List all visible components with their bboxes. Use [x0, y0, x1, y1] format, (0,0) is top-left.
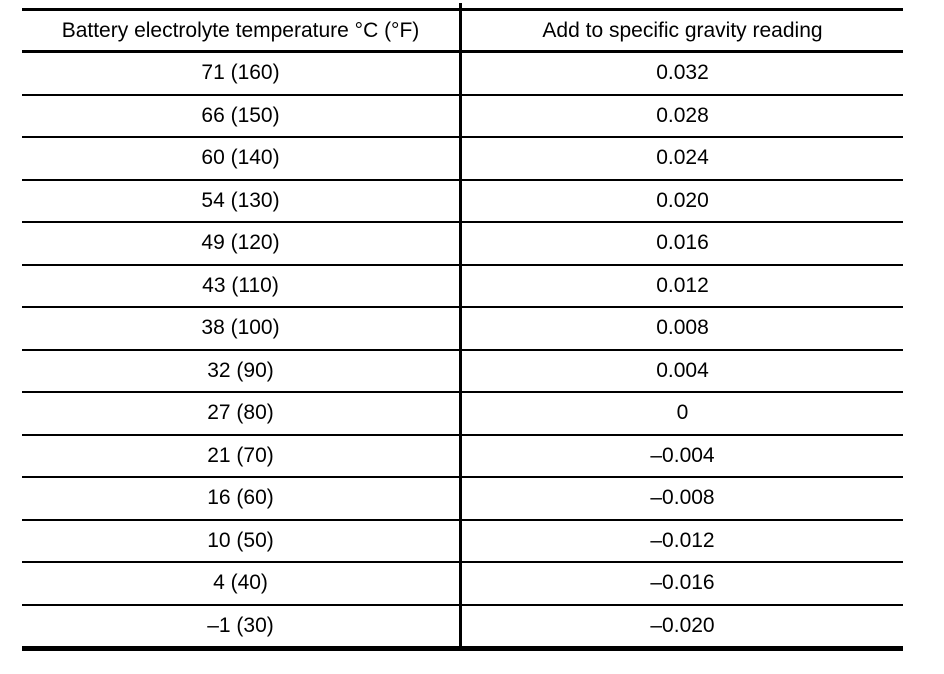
- correction-cell: 0.024: [460, 137, 903, 181]
- correction-cell: 0.032: [460, 51, 903, 96]
- table-header: Battery electrolyte temperature °C (°F) …: [22, 9, 903, 53]
- column-divider-stub: [459, 3, 462, 10]
- temperature-cell: 16 (60): [22, 477, 462, 521]
- correction-cell: 0.016: [460, 222, 903, 266]
- correction-cell: 0.008: [460, 307, 903, 351]
- header-row: Battery electrolyte temperature °C (°F) …: [22, 9, 903, 53]
- table-row: 32 (90) 0.004: [22, 349, 903, 393]
- temperature-cell: 60 (140): [22, 137, 462, 181]
- temperature-cell: 71 (160): [22, 51, 462, 96]
- correction-cell: –0.012: [460, 519, 903, 563]
- header-cell-temperature: Battery electrolyte temperature °C (°F): [22, 9, 462, 53]
- temperature-cell: –1 (30): [22, 604, 462, 650]
- table-row: 43 (110) 0.012: [22, 264, 903, 308]
- temperature-cell: 38 (100): [22, 307, 462, 351]
- table-row: 60 (140) 0.024: [22, 137, 903, 181]
- correction-cell: 0.012: [460, 264, 903, 308]
- correction-cell: 0.004: [460, 349, 903, 393]
- temperature-cell: 4 (40): [22, 562, 462, 606]
- table-row: 66 (150) 0.028: [22, 94, 903, 138]
- table-row: 38 (100) 0.008: [22, 307, 903, 351]
- temperature-cell: 49 (120): [22, 222, 462, 266]
- temperature-cell: 27 (80): [22, 392, 462, 436]
- table-row: 27 (80) 0: [22, 392, 903, 436]
- correction-cell: –0.004: [460, 434, 903, 478]
- correction-cell: 0: [460, 392, 903, 436]
- table-body: 71 (160) 0.032 66 (150) 0.028 60 (140) 0…: [22, 51, 903, 650]
- table-row: 4 (40) –0.016: [22, 562, 903, 606]
- table-row: 21 (70) –0.004: [22, 434, 903, 478]
- table-row: 54 (130) 0.020: [22, 179, 903, 223]
- temperature-cell: 21 (70): [22, 434, 462, 478]
- header-cell-gravity-correction: Add to specific gravity reading: [460, 9, 903, 53]
- correction-cell: –0.016: [460, 562, 903, 606]
- table-row: 49 (120) 0.016: [22, 222, 903, 266]
- table-row: 10 (50) –0.012: [22, 519, 903, 563]
- correction-cell: –0.008: [460, 477, 903, 521]
- correction-cell: 0.028: [460, 94, 903, 138]
- table-row: –1 (30) –0.020: [22, 604, 903, 650]
- temperature-cell: 54 (130): [22, 179, 462, 223]
- temperature-cell: 10 (50): [22, 519, 462, 563]
- correction-cell: –0.020: [460, 604, 903, 650]
- table-row: 71 (160) 0.032: [22, 51, 903, 96]
- temperature-cell: 66 (150): [22, 94, 462, 138]
- correction-cell: 0.020: [460, 179, 903, 223]
- temperature-cell: 43 (110): [22, 264, 462, 308]
- electrolyte-temperature-correction-table: Battery electrolyte temperature °C (°F) …: [22, 8, 903, 651]
- temperature-cell: 32 (90): [22, 349, 462, 393]
- table-row: 16 (60) –0.008: [22, 477, 903, 521]
